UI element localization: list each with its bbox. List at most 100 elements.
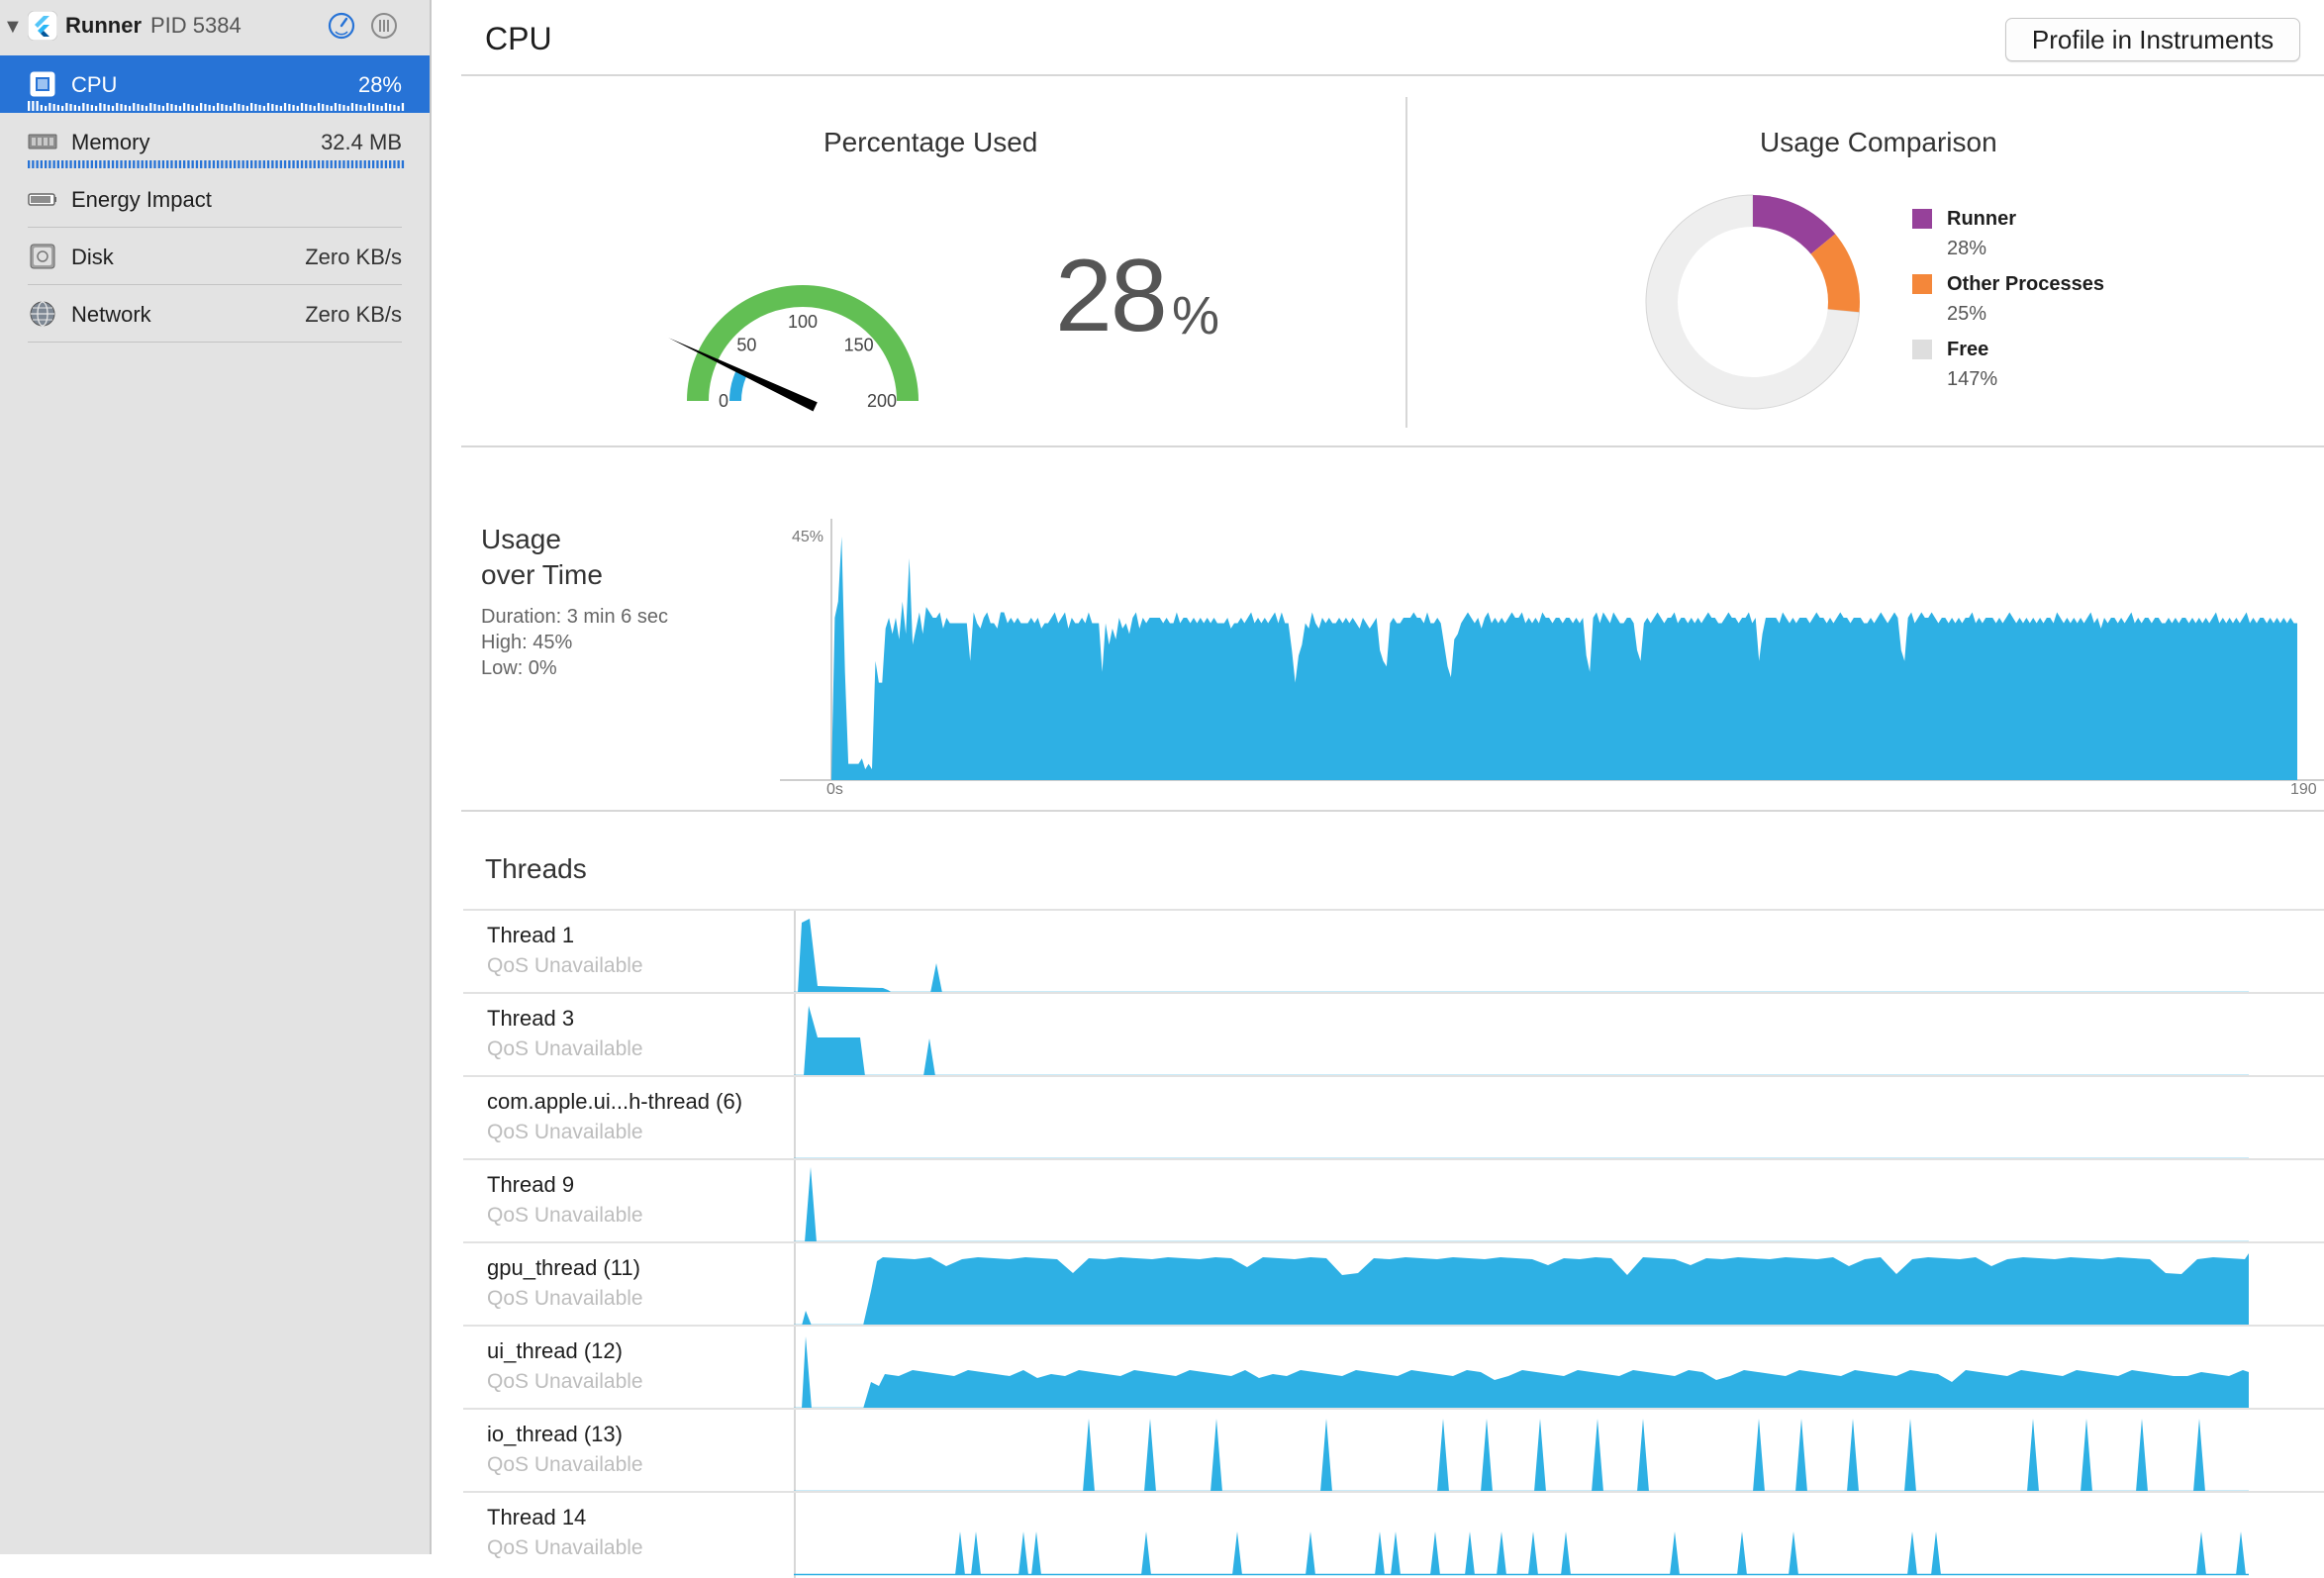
usage-over-time-chart: 45% 0s 190: [780, 519, 2324, 798]
sparkline-bar: [313, 160, 316, 168]
sparkline-bar: [90, 105, 93, 111]
sidebar-item-label: Disk: [71, 245, 114, 269]
sparkline-bar: [99, 160, 102, 168]
sparkline-bar: [94, 160, 98, 168]
sparkline-bar: [157, 105, 160, 111]
profile-in-instruments-button[interactable]: Profile in Instruments: [2005, 18, 2300, 61]
sparkline-bar: [275, 105, 278, 111]
sparkline-bar: [292, 105, 295, 111]
sidebar-item-memory[interactable]: Memory 32.4 MB: [0, 113, 430, 170]
sparkline-bar: [145, 160, 148, 168]
sidebar-item-energy-impact[interactable]: Energy Impact: [0, 170, 430, 228]
sparkline-bar: [300, 160, 304, 168]
thread-row[interactable]: Thread 3 QoS Unavailable: [463, 992, 2324, 1079]
x-tick-label-start: 0s: [826, 781, 843, 798]
thread-activity-chart: [794, 1157, 2249, 1160]
legend-runner-name: Runner: [1947, 208, 2016, 230]
sparkline-bar: [380, 160, 383, 168]
gauge-fill: [729, 369, 748, 402]
page-title: CPU: [485, 21, 552, 56]
sparkline-bar: [69, 104, 72, 111]
thread-name: com.apple.ui...h-thread (6): [487, 1089, 743, 1114]
sparkline-bar: [397, 106, 400, 111]
sparkline-bar: [195, 160, 199, 168]
sparkline-bar: [212, 160, 216, 168]
sparkline-bar: [61, 160, 64, 168]
thread-row[interactable]: gpu_thread (11) QoS Unavailable: [463, 1241, 2324, 1329]
sparkline-bar: [128, 160, 132, 168]
sparkline-bar: [288, 160, 291, 168]
sparkline-bar: [191, 105, 194, 111]
divider: [461, 810, 2324, 812]
thread-activity-chart: [794, 1006, 2249, 1077]
sparkline-bar: [200, 103, 203, 111]
legend-swatch-free: [1912, 340, 1932, 359]
thread-pause-icon[interactable]: [370, 12, 398, 40]
sparkline-bar: [376, 105, 379, 111]
divider: [794, 1327, 796, 1412]
sparkline-bar: [350, 160, 354, 168]
sparkline-bar: [330, 160, 333, 168]
thread-row[interactable]: Thread 1 QoS Unavailable: [463, 909, 2324, 996]
sparkline-bar: [355, 160, 358, 168]
sparkline-bar: [258, 105, 261, 111]
cpu-icon: [30, 71, 55, 97]
gauge-title: Percentage Used: [823, 127, 1038, 157]
sparkline-bar: [32, 160, 35, 168]
sparkline-bar: [346, 160, 349, 168]
sparkline-bar: [266, 103, 270, 111]
sparkline-bar: [82, 103, 85, 111]
sidebar-item-cpu[interactable]: CPU 28%: [0, 55, 430, 113]
thread-row[interactable]: Thread 14 QoS Unavailable: [463, 1491, 2324, 1578]
thread-row[interactable]: io_thread (13) QoS Unavailable: [463, 1408, 2324, 1495]
sparkline-bar: [200, 160, 203, 168]
sparkline-bar: [279, 160, 282, 168]
usage-over-time-title: Usage over Time: [481, 522, 603, 593]
cpu-percentage-unit: %: [1172, 286, 1220, 345]
thread-row[interactable]: Thread 9 QoS Unavailable: [463, 1158, 2324, 1245]
sparkline-bar: [275, 160, 278, 168]
thread-activity-chart: [794, 1419, 2249, 1493]
process-row[interactable]: ▼ Runner PID 5384: [0, 0, 430, 53]
y-tick-label: 45%: [792, 529, 823, 545]
sparkline-bar: [166, 160, 169, 168]
debug-gauge-icon[interactable]: [328, 12, 355, 40]
sidebar-item-label: Memory: [71, 130, 150, 154]
usage-comparison-donut: [1645, 194, 1861, 410]
thread-activity-chart: [794, 1167, 2249, 1243]
sparkline-bar: [28, 160, 31, 168]
sidebar-item-label: Network: [71, 302, 151, 327]
sparkline-bar: [283, 160, 287, 168]
sparkline-bar: [229, 106, 232, 111]
sidebar-item-disk[interactable]: Disk Zero KB/s: [0, 228, 430, 285]
disclosure-triangle-icon[interactable]: ▼: [3, 16, 23, 38]
sparkline-bar: [65, 160, 68, 168]
sparkline-bar: [254, 160, 257, 168]
x-tick-label-end: 190: [2290, 781, 2317, 798]
sparkline-bar: [208, 160, 211, 168]
thread-row[interactable]: com.apple.ui...h-thread (6) QoS Unavailab…: [463, 1075, 2324, 1162]
sparkline-bar: [242, 105, 244, 111]
gauge-tick-label: 150: [844, 335, 874, 354]
sparkline-bar: [137, 104, 140, 111]
cpu-sparkline: [28, 101, 405, 111]
sparkline-bar: [212, 106, 216, 111]
sparkline-bar: [317, 160, 321, 168]
sparkline-bar: [149, 103, 152, 111]
legend-swatch-runner: [1912, 209, 1932, 229]
sparkline-bar: [82, 160, 85, 168]
sparkline-bar: [107, 105, 110, 111]
sparkline-bar: [116, 160, 119, 168]
sparkline-bar: [161, 106, 165, 111]
gauge-needle: [668, 338, 818, 412]
sidebar-item-network[interactable]: Network Zero KB/s: [0, 285, 430, 343]
thread-row[interactable]: ui_thread (12) QoS Unavailable: [463, 1325, 2324, 1412]
sparkline-bar: [61, 106, 64, 111]
divider: [794, 1410, 796, 1495]
sparkline-bar: [107, 160, 110, 168]
sparkline-bar: [204, 104, 207, 111]
sparkline-bar: [73, 105, 76, 111]
sparkline-bar: [120, 160, 123, 168]
legend-free-name: Free: [1947, 339, 1989, 360]
